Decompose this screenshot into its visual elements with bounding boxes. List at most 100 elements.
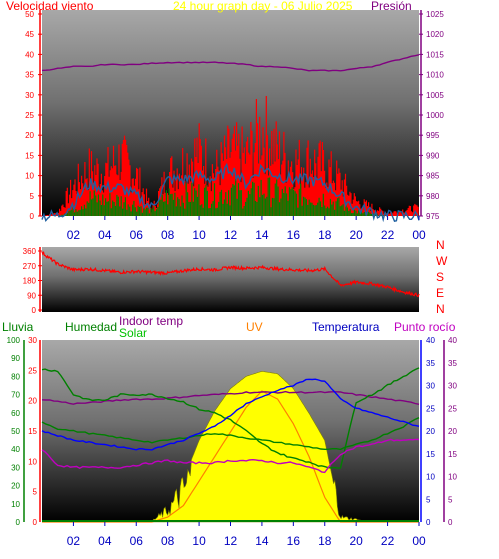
wind-y-tick: 45	[25, 30, 34, 39]
wind-y-tick: 20	[25, 131, 34, 140]
legend-temperature: Temperatura	[312, 320, 380, 334]
legend-rain: Lluvia	[2, 320, 34, 334]
humidity-y-tick: 60	[11, 409, 20, 418]
pressure-y-tick: 1000	[426, 111, 444, 120]
temp-y-tick: 0	[426, 518, 431, 527]
pressure-y-tick: 1015	[426, 50, 444, 59]
temp-x-tick: 16	[287, 534, 301, 548]
pressure-y-tick: 1005	[426, 91, 444, 100]
direction-y-tick: 0	[32, 306, 37, 315]
pressure-y-tick: 975	[426, 212, 440, 221]
temp-x-tick: 08	[161, 534, 175, 548]
compass-w: W	[436, 254, 448, 268]
direction-plot-area	[42, 247, 419, 312]
humidity-y-tick: 10	[11, 500, 20, 509]
pressure-y-tick: 1025	[426, 10, 444, 19]
temp-x-tick: 00	[412, 534, 426, 548]
temp-x-tick: 22	[381, 534, 395, 548]
dewpoint-y-tick: 30	[448, 382, 457, 391]
wind-y-tick: 0	[30, 212, 35, 221]
legend-solar: Solar	[119, 326, 148, 340]
temperature-line	[41, 378, 420, 451]
dewpoint-line	[41, 438, 420, 474]
temp-x-tick: 02	[67, 534, 81, 548]
rain-y-tick: 25	[28, 366, 37, 375]
wind-x-tick: 00	[412, 228, 426, 242]
wind-x-tick: 20	[349, 228, 363, 242]
rain-y-tick: 30	[28, 336, 37, 345]
compass-n-top: N	[436, 238, 445, 252]
wind-x-tick: 06	[130, 228, 144, 242]
temp-y-tick: 30	[426, 382, 435, 391]
pressure-y-tick: 995	[426, 131, 440, 140]
wind-series-group	[41, 54, 420, 223]
pressure-y-tick: 1010	[426, 71, 444, 80]
compass-n-bottom: N	[436, 302, 445, 316]
compass-s: S	[436, 270, 445, 284]
dewpoint-y-tick: 20	[448, 427, 457, 436]
temp-y-tick: 10	[426, 473, 435, 482]
dewpoint-y-tick: 40	[448, 336, 457, 345]
wind-x-tick: 08	[161, 228, 175, 242]
dewpoint-y-tick: 25	[448, 404, 457, 413]
wind-x-tick: 10	[192, 228, 206, 242]
temp-x-tick: 20	[349, 534, 363, 548]
rain-y-tick: 20	[28, 397, 37, 406]
wind-x-tick: 22	[381, 228, 395, 242]
humidity-y-tick: 30	[11, 463, 20, 472]
rain-y-tick: 0	[33, 518, 38, 527]
rain-y-tick: 15	[28, 427, 37, 436]
temp-x-tick: 12	[224, 534, 238, 548]
temp-x-tick: 14	[255, 534, 269, 548]
dewpoint-y-tick: 35	[448, 359, 457, 368]
legend-humidity: Humedad	[65, 320, 118, 334]
wind-y-tick: 5	[30, 192, 35, 201]
wind-y-tick: 25	[25, 111, 34, 120]
temp-x-tick: 18	[318, 534, 332, 548]
temp-x-tick: 06	[130, 534, 144, 548]
direction-y-tick: 270	[23, 262, 37, 271]
humidity-y-tick: 0	[16, 518, 21, 527]
graph-subtitle: 24 hour graph day - 06 Julio 2025	[173, 0, 353, 13]
dewpoint-y-tick: 15	[448, 450, 457, 459]
wind-speed-label: Velocidad viento	[6, 0, 94, 13]
rain-y-tick: 5	[33, 488, 38, 497]
humidity-y-tick: 80	[11, 372, 20, 381]
wind-y-tick: 35	[25, 71, 34, 80]
wind-y-tick: 10	[25, 172, 34, 181]
legend-dewpoint: Punto rocío	[394, 320, 456, 334]
wind-y-tick: 15	[25, 151, 34, 160]
direction-y-tick: 180	[23, 277, 37, 286]
wind-direction-line	[41, 250, 420, 298]
wind-x-tick: 16	[287, 228, 301, 242]
humidity-y-tick: 90	[11, 354, 20, 363]
temp-y-tick: 25	[426, 404, 435, 413]
wind-x-tick: 18	[318, 228, 332, 242]
direction-y-tick: 90	[27, 291, 36, 300]
temp-y-tick: 35	[426, 359, 435, 368]
wind-x-tick: 12	[224, 228, 238, 242]
pressure-label: Presión	[371, 0, 412, 13]
indoor-temp-2-line	[41, 417, 420, 451]
pressure-y-tick: 990	[426, 151, 440, 160]
wind-y-tick: 50	[25, 10, 34, 19]
direction-y-tick: 360	[23, 247, 37, 256]
dewpoint-y-tick: 5	[448, 495, 453, 504]
temp-x-tick: 04	[98, 534, 112, 548]
wind-x-tick: 02	[67, 228, 81, 242]
temp-y-tick: 20	[426, 427, 435, 436]
pressure-y-tick: 985	[426, 172, 440, 181]
legend-uv: UV	[246, 320, 263, 334]
humidity-y-tick: 50	[11, 427, 20, 436]
humidity-line	[41, 367, 420, 469]
humidity-y-tick: 20	[11, 482, 20, 491]
pressure-y-tick: 980	[426, 192, 440, 201]
rain-y-tick: 10	[28, 457, 37, 466]
wind-x-tick: 04	[98, 228, 112, 242]
legend-indoor: Indoor temp	[119, 314, 184, 328]
wind-y-tick: 40	[25, 50, 34, 59]
dewpoint-y-tick: 10	[448, 473, 457, 482]
temp-x-tick: 10	[192, 534, 206, 548]
